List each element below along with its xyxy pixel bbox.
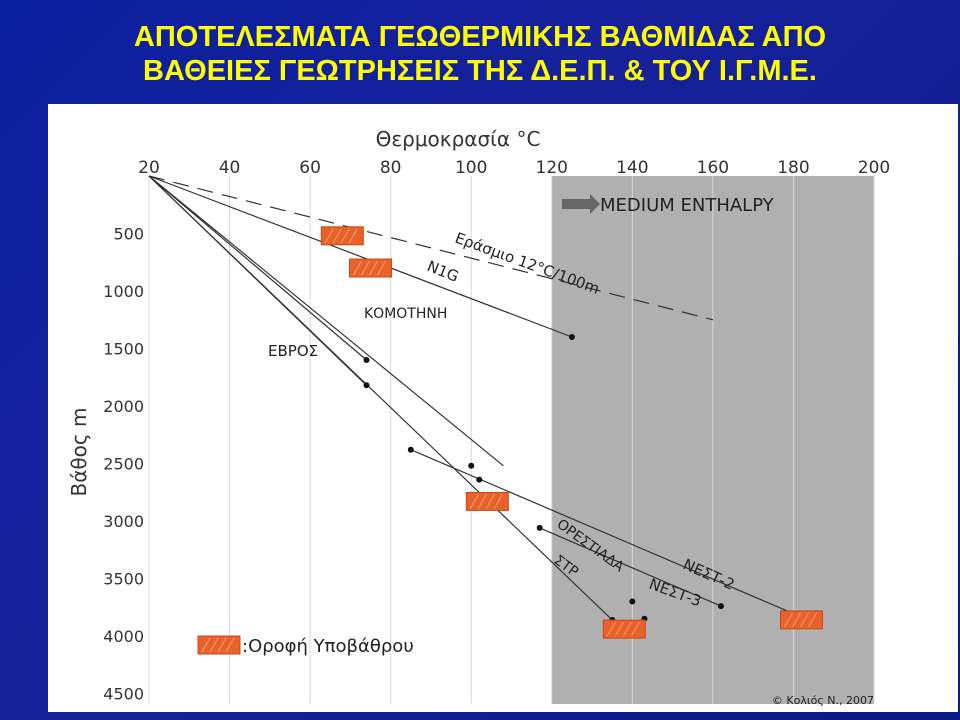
basement-top-marker-hatch — [614, 621, 624, 637]
x-tick-label: 140 — [616, 158, 648, 178]
annotation-evros: ΕΒΡΟΣ — [268, 342, 318, 360]
basement-top-marker-hatch — [622, 621, 632, 637]
x-tick-label: 80 — [380, 158, 402, 178]
basement-top-marker-hatch — [800, 612, 809, 628]
well-point — [363, 382, 370, 389]
well-line — [148, 175, 367, 361]
basement-top-marker-hatch — [348, 228, 358, 244]
basement-top-marker-hatch — [792, 612, 801, 628]
well-line — [539, 527, 722, 607]
y-tick-label: 2500 — [103, 455, 144, 474]
x-tick-label: 160 — [697, 158, 729, 178]
legend-label: :Οροφή Υποβάθρου — [242, 636, 414, 657]
basement-top-markers — [320, 226, 823, 639]
x-tick-label: 100 — [455, 158, 487, 178]
basement-top-marker-hatch — [477, 494, 487, 509]
slide-title-line-2: ΒΑΘΕΙΕΣ ΓΕΩΤΡΗΣΕΙΣ ΤΗΣ Δ.Ε.Π. & ΤΟΥ Ι.Γ.… — [143, 55, 817, 87]
basement-top-marker-hatch — [808, 612, 817, 628]
well-point — [407, 446, 414, 453]
well-line — [410, 449, 798, 616]
y-tick-label: 3000 — [103, 512, 144, 531]
basement-top-marker-hatch — [332, 228, 342, 244]
geothermal-gradient-chart: Θερμοκρασία °C 20 40 60 80 100 120 140 160 180 20… — [48, 104, 958, 712]
well-point — [568, 334, 575, 340]
y-tick-label: 4000 — [103, 627, 144, 646]
x-tick-label: 200 — [858, 158, 890, 178]
y-tick-label: 1500 — [103, 340, 144, 359]
medium-enthalpy-arrow — [562, 194, 600, 214]
basement-top-marker-hatch — [606, 621, 616, 637]
well-point — [536, 524, 543, 531]
basement-top-marker-hatch — [784, 612, 793, 628]
y-tick-label: 3500 — [103, 570, 144, 589]
y-tick-label: 2000 — [103, 397, 144, 416]
basement-top-marker-hatch — [369, 260, 378, 276]
well-line — [148, 175, 504, 467]
x-tick-label: 40 — [219, 158, 241, 178]
x-tick-label: 20 — [138, 158, 160, 178]
well-lines — [148, 175, 798, 621]
well-point — [468, 462, 475, 469]
well-point — [717, 603, 724, 610]
x-tick-label: 120 — [536, 158, 568, 178]
well-line — [148, 175, 613, 621]
copyright-credit: © Κολιός Ν., 2007 — [772, 694, 874, 707]
basement-top-marker-hatch — [630, 621, 640, 637]
well-point — [629, 598, 636, 605]
reference-gradient-line — [148, 175, 714, 321]
slide-title: ΑΠΟΤΕΛΕΣΜΑΤΑ ΓΕΩΘΕΡΜΙΚΗΣ ΒΑΘΜΙΔΑΣ ΑΠΟ ΒΑ… — [0, 20, 960, 88]
well-line — [148, 175, 573, 338]
well-point — [476, 476, 483, 483]
slide-title-line-1: ΑΠΟΤΕΛΕΣΜΑΤΑ ΓΕΩΘΕΡΜΙΚΗΣ ΒΑΘΜΙΔΑΣ ΑΠΟ — [133, 21, 827, 53]
medium-enthalpy-label: MEDIUM ENTHALPY — [600, 195, 775, 216]
y-tick-label: 1000 — [103, 282, 144, 301]
x-tick-label: 180 — [777, 158, 809, 178]
annotation-komotini: ΚΟΜΟΤΗΝΗ — [364, 306, 447, 322]
basement-top-marker-hatch — [353, 260, 362, 276]
y-tick-label: 4500 — [103, 685, 144, 704]
x-axis-label: Θερμοκρασία °C — [376, 127, 541, 151]
well-point — [363, 357, 370, 363]
basement-top-marker-hatch — [324, 228, 334, 244]
y-axis-label: Βάθος m — [67, 408, 91, 497]
legend-swatch-hatch — [201, 637, 235, 653]
basement-top-marker-hatch — [469, 494, 479, 509]
x-tick-labels: 20 40 60 80 100 120 140 160 180 200 — [138, 158, 890, 178]
y-tick-labels: 500 1000 1500 2000 2500 3000 3500 4000 4500 — [103, 225, 144, 704]
basement-top-marker-hatch — [493, 494, 503, 509]
basement-top-marker-hatch — [340, 228, 350, 244]
basement-top-marker-hatch — [485, 494, 495, 509]
basement-top-marker-hatch — [377, 260, 386, 276]
y-tick-label: 500 — [113, 225, 144, 244]
grid-lines — [148, 176, 875, 704]
x-tick-label: 60 — [299, 158, 321, 178]
well-points — [327, 227, 801, 623]
legend: :Οροφή Υποβάθρου — [197, 635, 414, 657]
basement-top-marker-hatch — [361, 260, 370, 276]
